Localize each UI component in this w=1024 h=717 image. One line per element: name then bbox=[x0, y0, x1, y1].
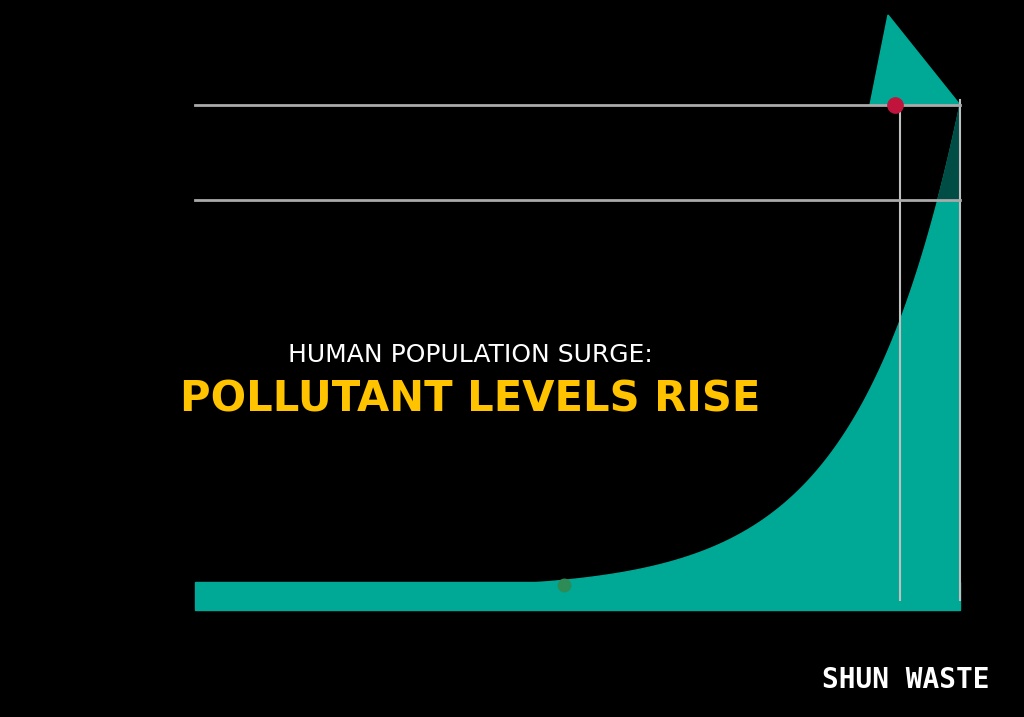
Text: SHUN WASTE: SHUN WASTE bbox=[822, 666, 990, 694]
Polygon shape bbox=[195, 105, 961, 590]
Polygon shape bbox=[195, 582, 961, 610]
Text: HUMAN POPULATION SURGE:: HUMAN POPULATION SURGE: bbox=[288, 343, 652, 367]
Text: POLLUTANT LEVELS RISE: POLLUTANT LEVELS RISE bbox=[180, 379, 760, 421]
Polygon shape bbox=[938, 105, 961, 200]
Polygon shape bbox=[870, 15, 961, 105]
